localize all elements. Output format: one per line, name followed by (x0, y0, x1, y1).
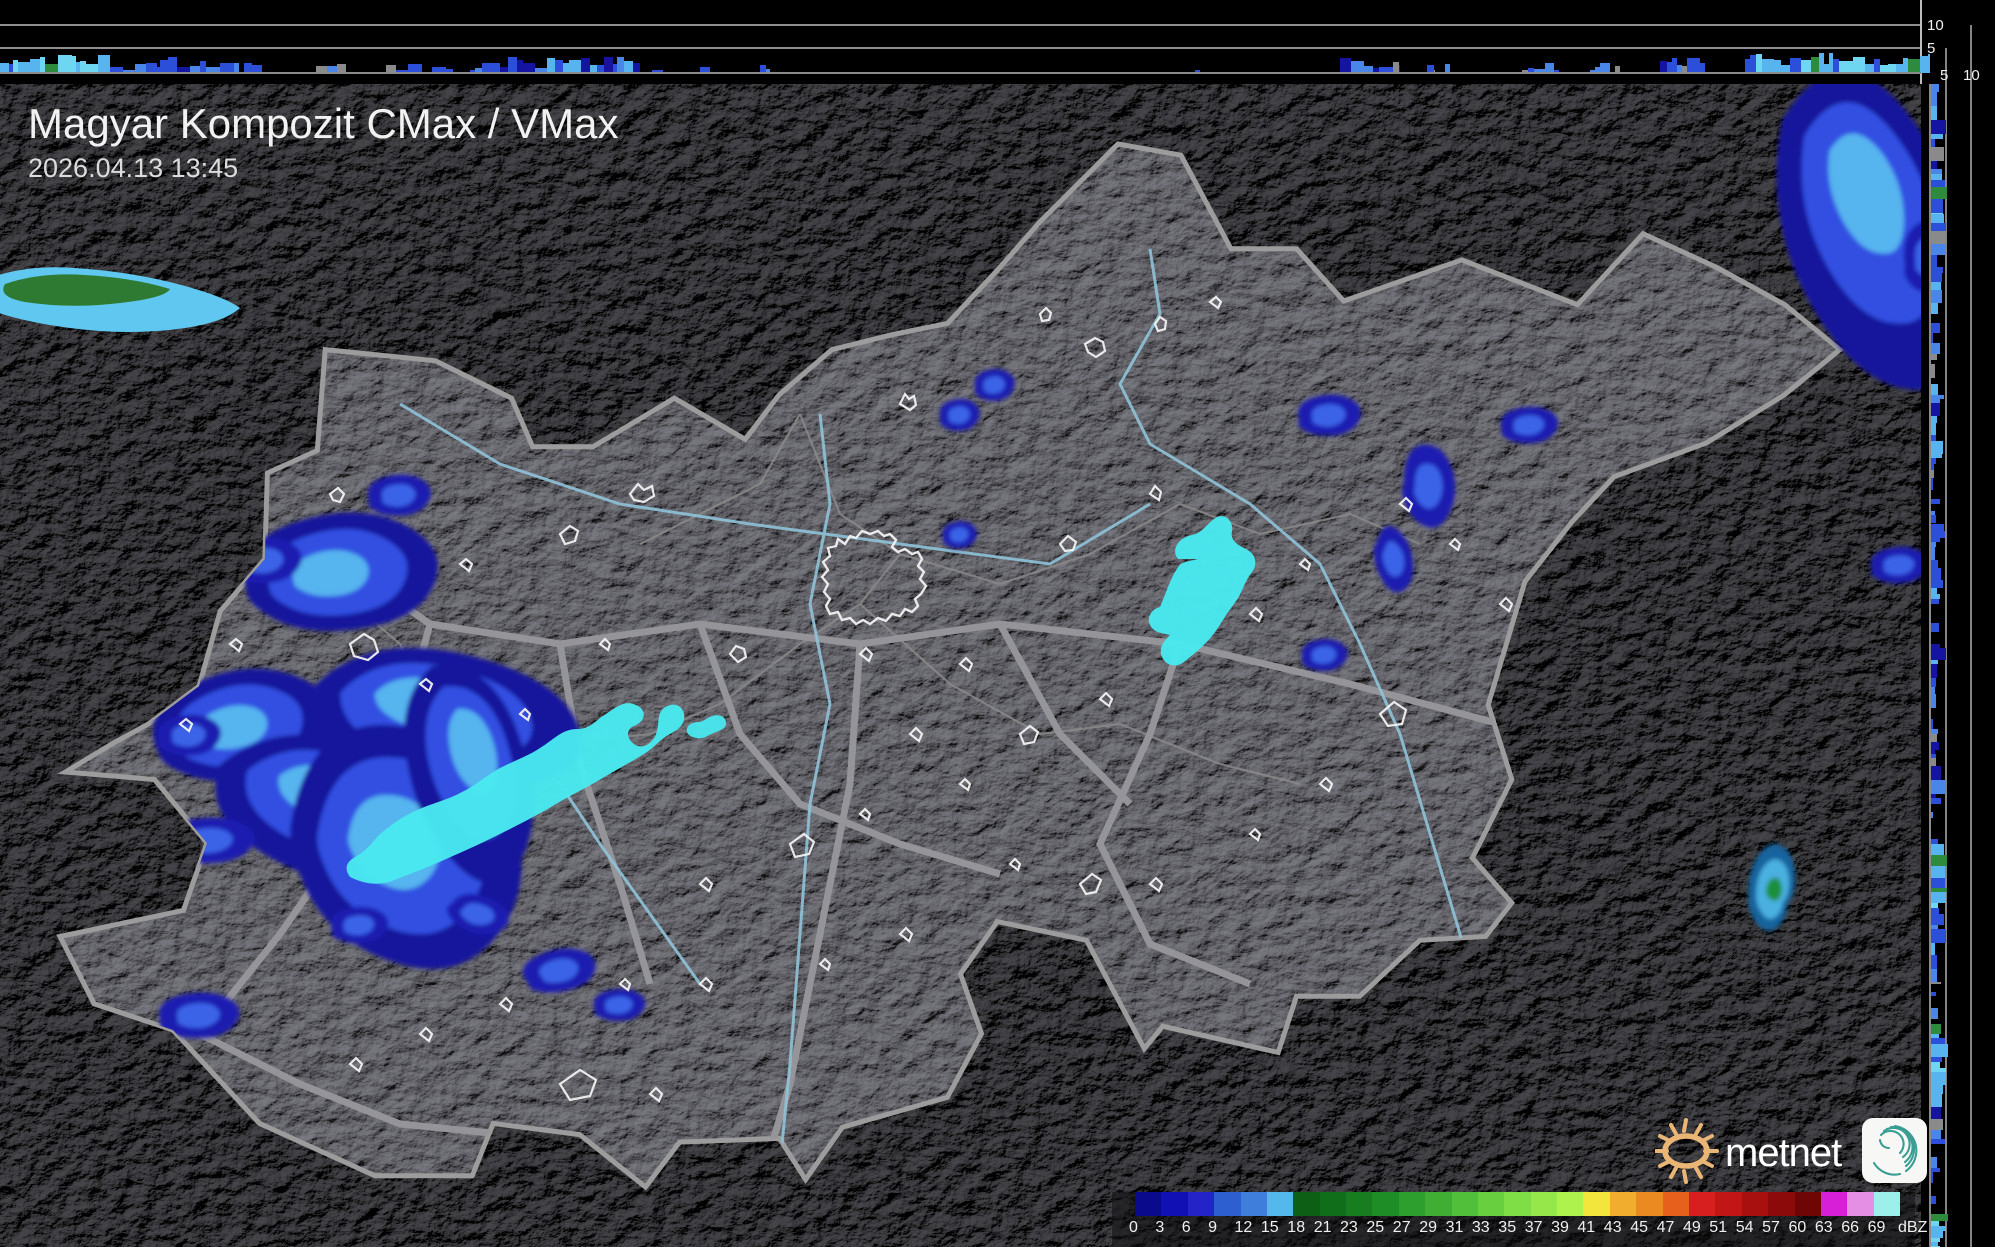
svg-text:10: 10 (1963, 67, 1980, 84)
svg-text:metnet: metnet (1725, 1131, 1842, 1175)
svg-text:10: 10 (1927, 17, 1944, 34)
svg-text:5: 5 (1940, 67, 1948, 84)
